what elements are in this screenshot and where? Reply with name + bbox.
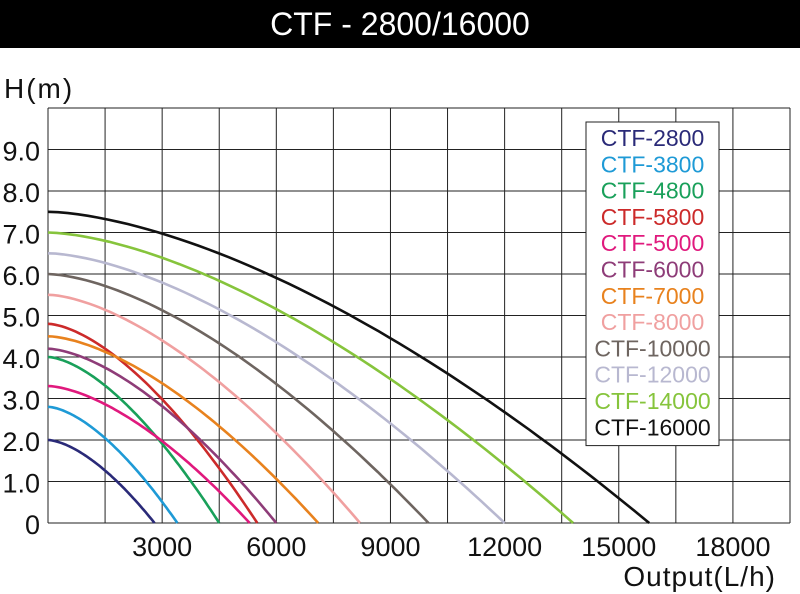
legend-box xyxy=(585,121,720,447)
legend-entry-ctf-5000: CTF-5000 xyxy=(601,230,705,256)
x-tick-label: 15000 xyxy=(581,532,656,562)
curve-ctf-8000 xyxy=(47,293,361,524)
axes: 0 1.0 2.0 3.0 4.0 5.0 6.0 7.0 8.0 9.0 3000 6000 9000… xyxy=(2,137,770,563)
y-tick-label: 6.0 xyxy=(2,261,40,291)
curve-ctf-3800 xyxy=(47,405,179,524)
y-tick-label: 3.0 xyxy=(2,386,40,416)
curve-ctf-5800 xyxy=(47,322,259,524)
legend-entry-ctf-10000: CTF-10000 xyxy=(594,335,710,361)
y-tick-label: 5.0 xyxy=(2,303,40,333)
x-tick-label: 18000 xyxy=(695,532,770,562)
curve-ctf-2800 xyxy=(47,438,156,524)
curve-ctf-14000 xyxy=(47,231,574,524)
legend-entry-ctf-8000: CTF-8000 xyxy=(601,309,705,335)
y-axis-label: H(m) xyxy=(4,73,74,104)
curve-ctf-6000 xyxy=(47,347,278,524)
x-tick-label: 6000 xyxy=(246,532,306,562)
y-tick-label: 2.0 xyxy=(2,427,40,457)
legend-entry-ctf-2800: CTF-2800 xyxy=(601,125,705,151)
legend-entry-ctf-16000: CTF-16000 xyxy=(594,414,710,440)
x-axis-label: Output(L/h) xyxy=(623,561,776,592)
x-tick-label: 9000 xyxy=(360,532,420,562)
x-tick-label: 12000 xyxy=(467,532,542,562)
y-tick-label: 9.0 xyxy=(2,137,40,167)
curve-ctf-4800 xyxy=(47,355,221,524)
legend-entry-ctf-6000: CTF-6000 xyxy=(601,257,705,283)
legend-entry-ctf-3800: CTF-3800 xyxy=(601,151,705,177)
y-tick-label: 4.0 xyxy=(2,344,40,374)
legend-entry-ctf-14000: CTF-14000 xyxy=(594,388,710,414)
legend-entry-ctf-4800: CTF-4800 xyxy=(601,178,705,204)
y-tick-label: 8.0 xyxy=(2,178,40,208)
y-tick-label: 7.0 xyxy=(2,220,40,250)
legend-entry-ctf-12000: CTF-12000 xyxy=(594,362,710,388)
legend-entry-ctf-5800: CTF-5800 xyxy=(601,204,705,230)
curve-ctf-12000 xyxy=(47,252,506,524)
legend: CTF-2800CTF-3800CTF-4800CTF-5800CTF-5000… xyxy=(585,121,720,447)
curve-ctf-5000 xyxy=(47,384,251,524)
chart-title: CTF - 2800/16000 xyxy=(0,0,800,48)
curve-ctf-7000 xyxy=(47,335,320,524)
curve-ctf-16000 xyxy=(47,210,651,525)
x-tick-label: 3000 xyxy=(132,532,192,562)
y-tick-label: 1.0 xyxy=(2,469,40,499)
curve-ctf-10000 xyxy=(47,272,430,524)
y-tick-label: 0 xyxy=(25,510,40,540)
legend-entry-ctf-7000: CTF-7000 xyxy=(601,283,705,309)
curves xyxy=(47,210,651,525)
